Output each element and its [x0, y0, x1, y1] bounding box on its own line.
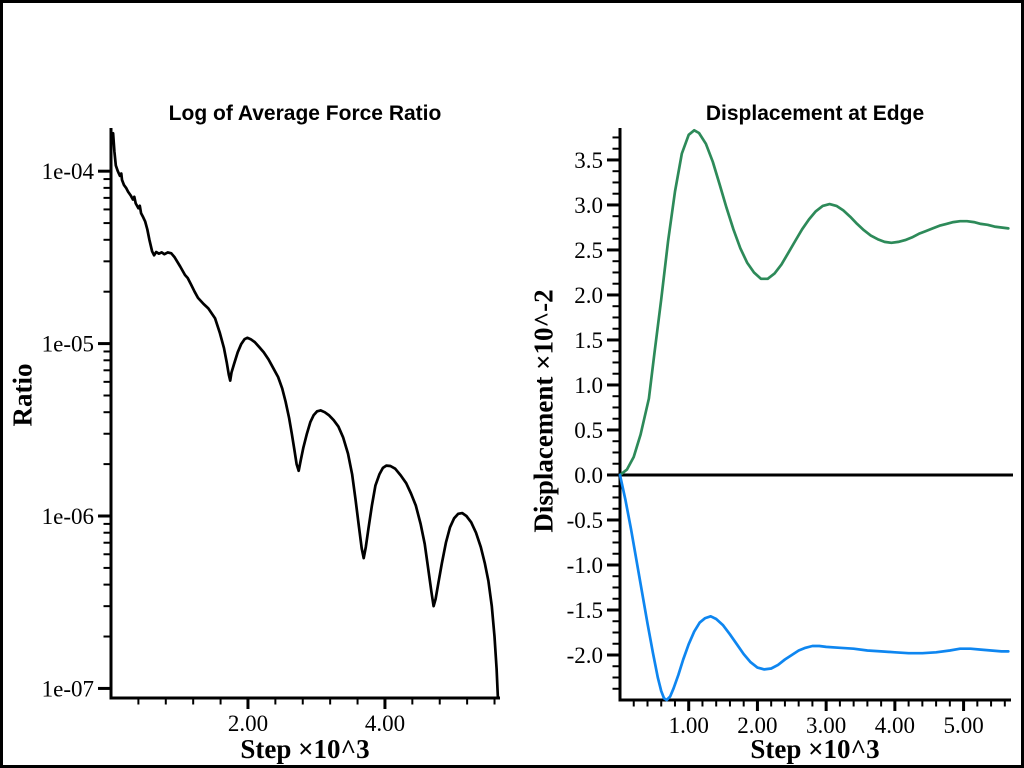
y-tick-label: 1e-07 [42, 676, 94, 701]
y-tick-label: -1.0 [567, 553, 603, 578]
y-tick-label: 1.0 [574, 373, 603, 398]
left-chart-title: Log of Average Force Ratio [168, 102, 442, 125]
x-tick-label: 5.00 [943, 713, 983, 738]
y-tick-label: 3.0 [574, 193, 603, 218]
right-chart-title: Displacement at Edge [705, 102, 925, 125]
y-tick-label: -2.0 [567, 643, 603, 668]
y-tick-label: -0.5 [567, 508, 603, 533]
average-force-ratio-series-line [111, 131, 500, 700]
left-x-axis-label: Step ×10^3 [240, 734, 370, 764]
right-x-axis-label: Step ×10^3 [750, 734, 880, 764]
y-tick-label: 2.0 [574, 283, 603, 308]
y-tick-label: 1e-06 [42, 504, 94, 529]
y-tick-label: 1e-04 [42, 159, 95, 184]
x-tick-label: 2.00 [228, 711, 268, 736]
x-tick-label: 3.00 [806, 713, 846, 738]
displacement-lower-edge-series-line [618, 473, 1010, 702]
y-tick-label: 0.0 [574, 463, 603, 488]
x-tick-label: 4.00 [365, 711, 405, 736]
y-tick-label: 1.5 [574, 328, 603, 353]
y-tick-label: 2.5 [574, 238, 603, 263]
right-y-axis-label: Displacement ×10^-2 [528, 289, 559, 533]
y-tick-label: -1.5 [567, 598, 603, 623]
x-tick-label: 2.00 [737, 713, 777, 738]
y-tick-label: 3.5 [574, 148, 603, 173]
y-tick-label: 0.5 [574, 418, 603, 443]
left-y-axis-label: Ratio [7, 363, 38, 427]
displacement-upper-edge-series-line [618, 128, 1010, 477]
x-tick-label: 1.00 [669, 713, 709, 738]
y-tick-label: 1e-05 [42, 332, 94, 357]
x-tick-label: 4.00 [875, 713, 915, 738]
